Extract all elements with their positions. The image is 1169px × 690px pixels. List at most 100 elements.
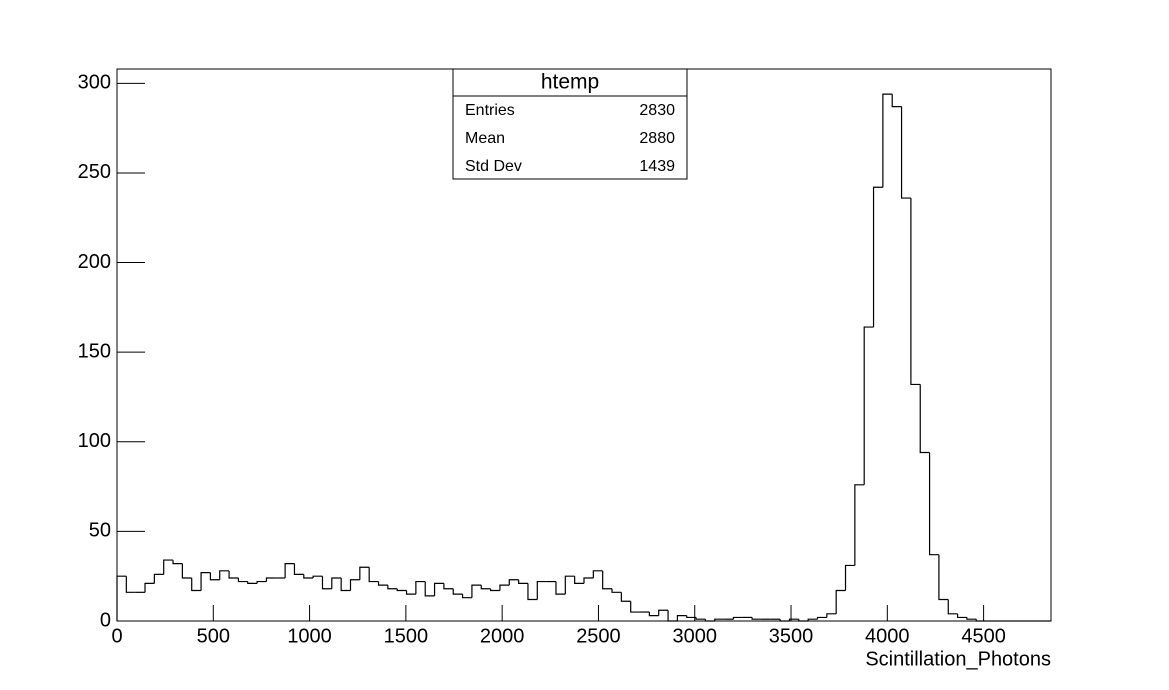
histogram-bin xyxy=(900,106,911,199)
histogram-bin xyxy=(247,581,258,584)
x-tick-label: 3500 xyxy=(769,625,814,647)
histogram-bin xyxy=(490,588,500,592)
histogram-bin xyxy=(527,583,538,601)
histogram-bin xyxy=(480,585,491,590)
histogram-bin xyxy=(919,384,930,454)
histogram-bin xyxy=(592,570,603,578)
y-tick-label: 250 xyxy=(78,161,111,183)
histogram-bin xyxy=(714,618,725,621)
histogram-bin xyxy=(966,617,977,620)
x-tick-label: 0 xyxy=(111,625,122,647)
stats-label: Std Dev xyxy=(465,158,522,175)
histogram-bin xyxy=(415,580,426,595)
histogram-bin xyxy=(303,574,314,579)
histogram-bin xyxy=(256,580,267,584)
histogram-bin xyxy=(200,572,211,591)
y-tick-label: 200 xyxy=(78,251,111,273)
histogram-bin xyxy=(658,609,669,616)
histogram-bin xyxy=(611,588,622,593)
histogram-bin xyxy=(443,583,454,590)
stats-frame xyxy=(452,68,688,180)
histogram-bin xyxy=(779,619,790,622)
histogram-bin xyxy=(405,590,416,595)
histogram-bin xyxy=(321,576,332,590)
histogram-bin xyxy=(910,198,921,386)
stats-title: htemp xyxy=(541,71,599,94)
histogram-bin xyxy=(499,584,510,591)
histogram-bin xyxy=(312,575,323,578)
stats-value: 2880 xyxy=(639,130,675,147)
histogram-bin xyxy=(163,559,174,575)
x-axis-title: Scintillation_Photons xyxy=(865,648,1051,670)
stats-box: htemp xyxy=(452,68,688,180)
histogram-bin xyxy=(882,93,893,188)
x-tick-label: 2000 xyxy=(480,625,525,647)
histogram-bin xyxy=(293,563,304,576)
histogram-bin xyxy=(602,570,613,590)
histogram-bin xyxy=(331,577,342,589)
histogram-bin xyxy=(891,94,902,108)
stats-label: Entries xyxy=(465,102,515,119)
histogram-bin xyxy=(676,615,687,621)
y-tick-label: 150 xyxy=(78,340,111,362)
histogram-bin xyxy=(172,560,183,565)
histogram-bin xyxy=(835,589,846,614)
histogram-bin xyxy=(751,617,762,620)
histogram-bin xyxy=(153,573,164,584)
histogram-bin xyxy=(125,576,136,593)
histogram-bin xyxy=(854,484,865,566)
histogram-bin xyxy=(424,581,435,597)
x-tick-label: 3000 xyxy=(672,625,717,647)
histogram-bin xyxy=(219,570,230,580)
histogram-bin xyxy=(359,566,370,580)
histogram-bin xyxy=(564,575,575,595)
histogram-bin xyxy=(518,579,528,584)
histogram-bin xyxy=(237,577,248,583)
stats-label: Mean xyxy=(465,130,505,147)
histogram-bin xyxy=(667,610,678,622)
histogram-bin xyxy=(686,615,697,619)
histogram-bin xyxy=(574,576,584,584)
stats-value: 1439 xyxy=(639,158,675,175)
histogram-bin xyxy=(452,588,463,595)
histogram-bin xyxy=(583,577,594,584)
histogram-bin xyxy=(695,617,706,620)
histogram-bin xyxy=(387,585,398,590)
histogram-bin xyxy=(209,572,220,581)
stats-value: 2830 xyxy=(639,102,675,119)
histogram-bin xyxy=(630,601,641,613)
histogram-bin xyxy=(508,579,519,586)
histogram-bin xyxy=(798,619,809,622)
y-tick-label: 300 xyxy=(78,72,111,94)
x-tick-label: 1500 xyxy=(384,625,429,647)
histogram-bin xyxy=(377,581,388,586)
y-tick-label: 0 xyxy=(100,609,111,631)
histogram-bin xyxy=(368,567,379,583)
histogram-bin xyxy=(228,570,239,579)
histogram-bin xyxy=(807,618,818,621)
histogram-bin xyxy=(863,326,874,485)
x-tick-label: 4000 xyxy=(865,625,910,647)
histogram-bin xyxy=(433,582,444,596)
histogram-bin xyxy=(732,616,743,620)
histogram-bin xyxy=(788,618,799,621)
histogram-bin xyxy=(461,594,472,599)
histogram-bin xyxy=(284,563,295,578)
x-tick-label: 1000 xyxy=(287,625,332,647)
histogram-bin xyxy=(648,612,659,617)
histogram-bin xyxy=(471,584,482,598)
histogram-bin xyxy=(349,579,360,591)
histogram-bin xyxy=(826,613,837,618)
histogram-bin xyxy=(340,577,351,592)
histogram-bin xyxy=(957,613,967,619)
histogram-bin xyxy=(816,616,827,620)
histogram-bin xyxy=(928,452,939,556)
x-tick-label: 2500 xyxy=(576,625,621,647)
histogram-bin xyxy=(975,619,986,622)
y-tick-label: 100 xyxy=(78,430,111,452)
histogram-bin xyxy=(872,186,883,328)
histogram-bin xyxy=(265,577,276,582)
histogram-bin xyxy=(181,563,192,579)
histogram-bin xyxy=(116,575,127,621)
